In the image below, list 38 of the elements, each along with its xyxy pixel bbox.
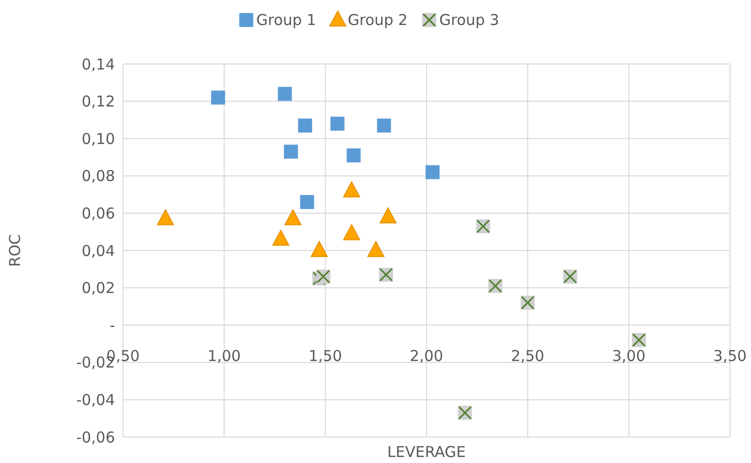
y-tick-label: -0,06 xyxy=(76,428,115,446)
x-axis-title: LEVERAGE xyxy=(387,443,466,461)
legend-label: Group 1 xyxy=(256,11,316,29)
point xyxy=(330,116,344,131)
y-tick-label: 0,06 xyxy=(82,204,115,222)
y-axis-title: ROC xyxy=(6,234,24,267)
y-tick-label: 0,12 xyxy=(82,92,115,111)
point xyxy=(284,209,302,226)
point xyxy=(346,148,361,162)
point xyxy=(377,118,392,133)
y-tick-label: 0,04 xyxy=(82,242,115,260)
x-tick-label: 2,50 xyxy=(510,347,544,366)
point xyxy=(278,86,292,101)
x-tick-label: 2,00 xyxy=(410,347,444,366)
x-tick-label: 1,00 xyxy=(207,347,241,366)
point xyxy=(300,195,314,210)
y-tick-label: 0,02 xyxy=(82,279,115,298)
point xyxy=(343,224,360,240)
point xyxy=(380,207,397,224)
x-tick-label: 3,00 xyxy=(612,347,646,366)
point xyxy=(211,90,226,105)
point xyxy=(298,118,312,133)
x-tick-label: 1,50 xyxy=(308,347,342,366)
point xyxy=(426,165,440,180)
point xyxy=(272,230,290,246)
point xyxy=(343,181,360,198)
y-tick-label: 0,08 xyxy=(82,167,115,186)
point xyxy=(156,209,174,226)
y-tick-label: - xyxy=(110,316,115,334)
legend-label: Group 3 xyxy=(439,11,500,29)
y-tick-label: -0,04 xyxy=(76,390,115,409)
point xyxy=(310,241,328,257)
legend-label: Group 2 xyxy=(348,11,408,29)
x-tick-label: 3,50 xyxy=(713,347,747,366)
y-tick-label: 0,10 xyxy=(82,130,115,148)
y-tick-label: 0,14 xyxy=(82,55,115,74)
point xyxy=(284,144,298,159)
point xyxy=(367,241,384,257)
